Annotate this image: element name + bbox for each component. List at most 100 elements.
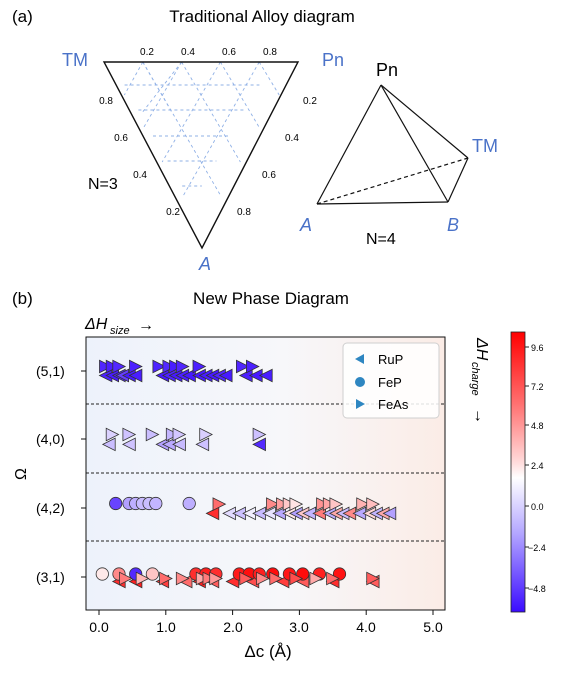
feas-point: [135, 571, 150, 586]
feas-point: [212, 497, 227, 511]
tetra-vertex-b: B: [447, 215, 459, 235]
feas-point: [366, 497, 380, 511]
tetra-edge: [447, 157, 469, 203]
fep-point: [182, 496, 196, 511]
ternary-top-tick: 0.2: [140, 47, 154, 58]
rup-point: [382, 506, 397, 521]
tetra-hidden-edge: [316, 157, 469, 205]
colorbar-tick-label: 0.0: [531, 502, 544, 512]
size-arrow-label-main: ΔH: [84, 316, 108, 333]
feas-point: [165, 427, 180, 442]
feas-point: [329, 497, 344, 511]
feas-point: [309, 571, 324, 586]
tetra-edge: [316, 201, 449, 205]
ternary-left-tick: 0.8: [99, 96, 113, 107]
feas-point: [289, 571, 304, 586]
feas-point: [119, 571, 133, 586]
legend: RuP FeP FeAs: [342, 342, 440, 419]
fep-point: [145, 567, 159, 581]
rup-point: [195, 437, 210, 452]
feas-point: [162, 359, 177, 374]
colorbar-tick-marks: [525, 346, 529, 589]
tetra-edge: [380, 84, 449, 203]
feas-point: [202, 571, 217, 586]
ternary-left-tick: 0.2: [166, 207, 180, 218]
ternary-right-tick: 0.2: [303, 96, 317, 107]
feas-point: [209, 571, 223, 586]
x-tick-label: 5.0: [423, 619, 443, 635]
size-arrow-label-sub: size: [110, 325, 130, 337]
scatter-markers: [95, 359, 397, 589]
feas-point: [366, 571, 380, 586]
tetra-edge: [316, 84, 382, 205]
tetra-edge: [380, 84, 469, 159]
size-arrow-label: ΔH size →: [84, 316, 154, 337]
x-tick-marks: [98, 610, 434, 615]
colorbar-gradient: [510, 331, 526, 613]
ternary-right-tick: 0.6: [262, 170, 276, 181]
feas-point: [252, 427, 267, 442]
feas-point: [122, 427, 137, 442]
ternary-right-tick: 0.4: [285, 133, 299, 144]
feas-point: [105, 359, 120, 374]
x-tick-label: 2.0: [223, 619, 243, 635]
ternary-left-tick: 0.6: [114, 133, 128, 144]
y-tick-label: (4,0): [36, 431, 65, 447]
rup-point: [172, 437, 186, 452]
x-tick-label: 3.0: [289, 619, 309, 635]
legend-label-feas: FeAs: [378, 397, 409, 412]
x-tick-label: 1.0: [156, 619, 176, 635]
rup-point: [101, 437, 116, 452]
feas-point: [356, 497, 370, 511]
colorbar-tick-label: −4.8: [528, 584, 546, 594]
panel-b-label: (b): [12, 289, 33, 308]
ternary-vertex-pn: Pn: [322, 50, 344, 70]
y-tick-label: (4,2): [36, 500, 65, 516]
legend-label-rup: RuP: [378, 352, 403, 367]
colorbar-tick-label: 4.8: [531, 421, 544, 431]
feas-point: [172, 427, 187, 442]
ternary-diagram: TM Pn A 0.2 0.4 0.6 0.8 0.8 0.6 0.4 0.2 …: [62, 47, 344, 274]
rup-point: [128, 368, 143, 383]
feas-point: [235, 359, 250, 374]
feas-point: [175, 571, 190, 586]
ternary-top-tick: 0.4: [181, 47, 195, 58]
y-tick-label: (5,1): [36, 363, 65, 379]
ternary-left-tick: 0.4: [133, 170, 147, 181]
x-axis-label: Δc (Å): [244, 642, 291, 661]
x-tick-label: 4.0: [356, 619, 376, 635]
tetra-n-label: N=4: [366, 231, 396, 248]
ternary-right-tick: 0.8: [237, 207, 251, 218]
legend-marker-fep: [355, 377, 365, 387]
panel-a: (a) Traditional Alloy diagram: [12, 7, 498, 274]
y-axis: (5,1) (4,0) (4,2) (3,1) Ω: [13, 363, 86, 585]
colorbar-tick-label: 2.4: [531, 461, 544, 471]
feas-point: [276, 497, 290, 511]
rup-point: [252, 437, 266, 452]
colorbar: 9.6 7.2 4.8 2.4 0.0 −2.4 −4.8: [510, 331, 546, 613]
charge-arrow-label-main: ΔH: [473, 337, 490, 361]
ternary-grid: [124, 61, 280, 197]
y-axis-label: Ω: [13, 468, 30, 480]
ternary-left-ticks: 0.8 0.6 0.4 0.2: [99, 96, 180, 218]
feas-point: [105, 427, 120, 442]
legend-marker-rup: [355, 354, 364, 364]
feas-point: [239, 571, 254, 586]
rup-point: [122, 437, 136, 452]
rup-point: [218, 368, 233, 383]
size-arrow-glyph: →: [138, 317, 154, 334]
ternary-top-tick: 0.8: [263, 47, 277, 58]
feas-point: [282, 497, 297, 511]
x-axis: 0.0 1.0 2.0 3.0 4.0 5.0 Δc (Å): [89, 610, 443, 661]
plot-frame: [85, 336, 446, 611]
feas-point: [145, 427, 160, 442]
feas-point: [326, 571, 340, 586]
panel-a-label: (a): [12, 7, 33, 26]
ternary-right-ticks: 0.2 0.4 0.6 0.8: [237, 96, 317, 218]
y-tick-label: (3,1): [36, 569, 65, 585]
charge-arrow-label: ΔH charge →: [469, 337, 490, 424]
feas-point: [152, 359, 167, 374]
panel-b: (b) New Phase Diagram ΔH size → ΔH charg…: [12, 289, 546, 661]
feas-point: [316, 497, 330, 511]
